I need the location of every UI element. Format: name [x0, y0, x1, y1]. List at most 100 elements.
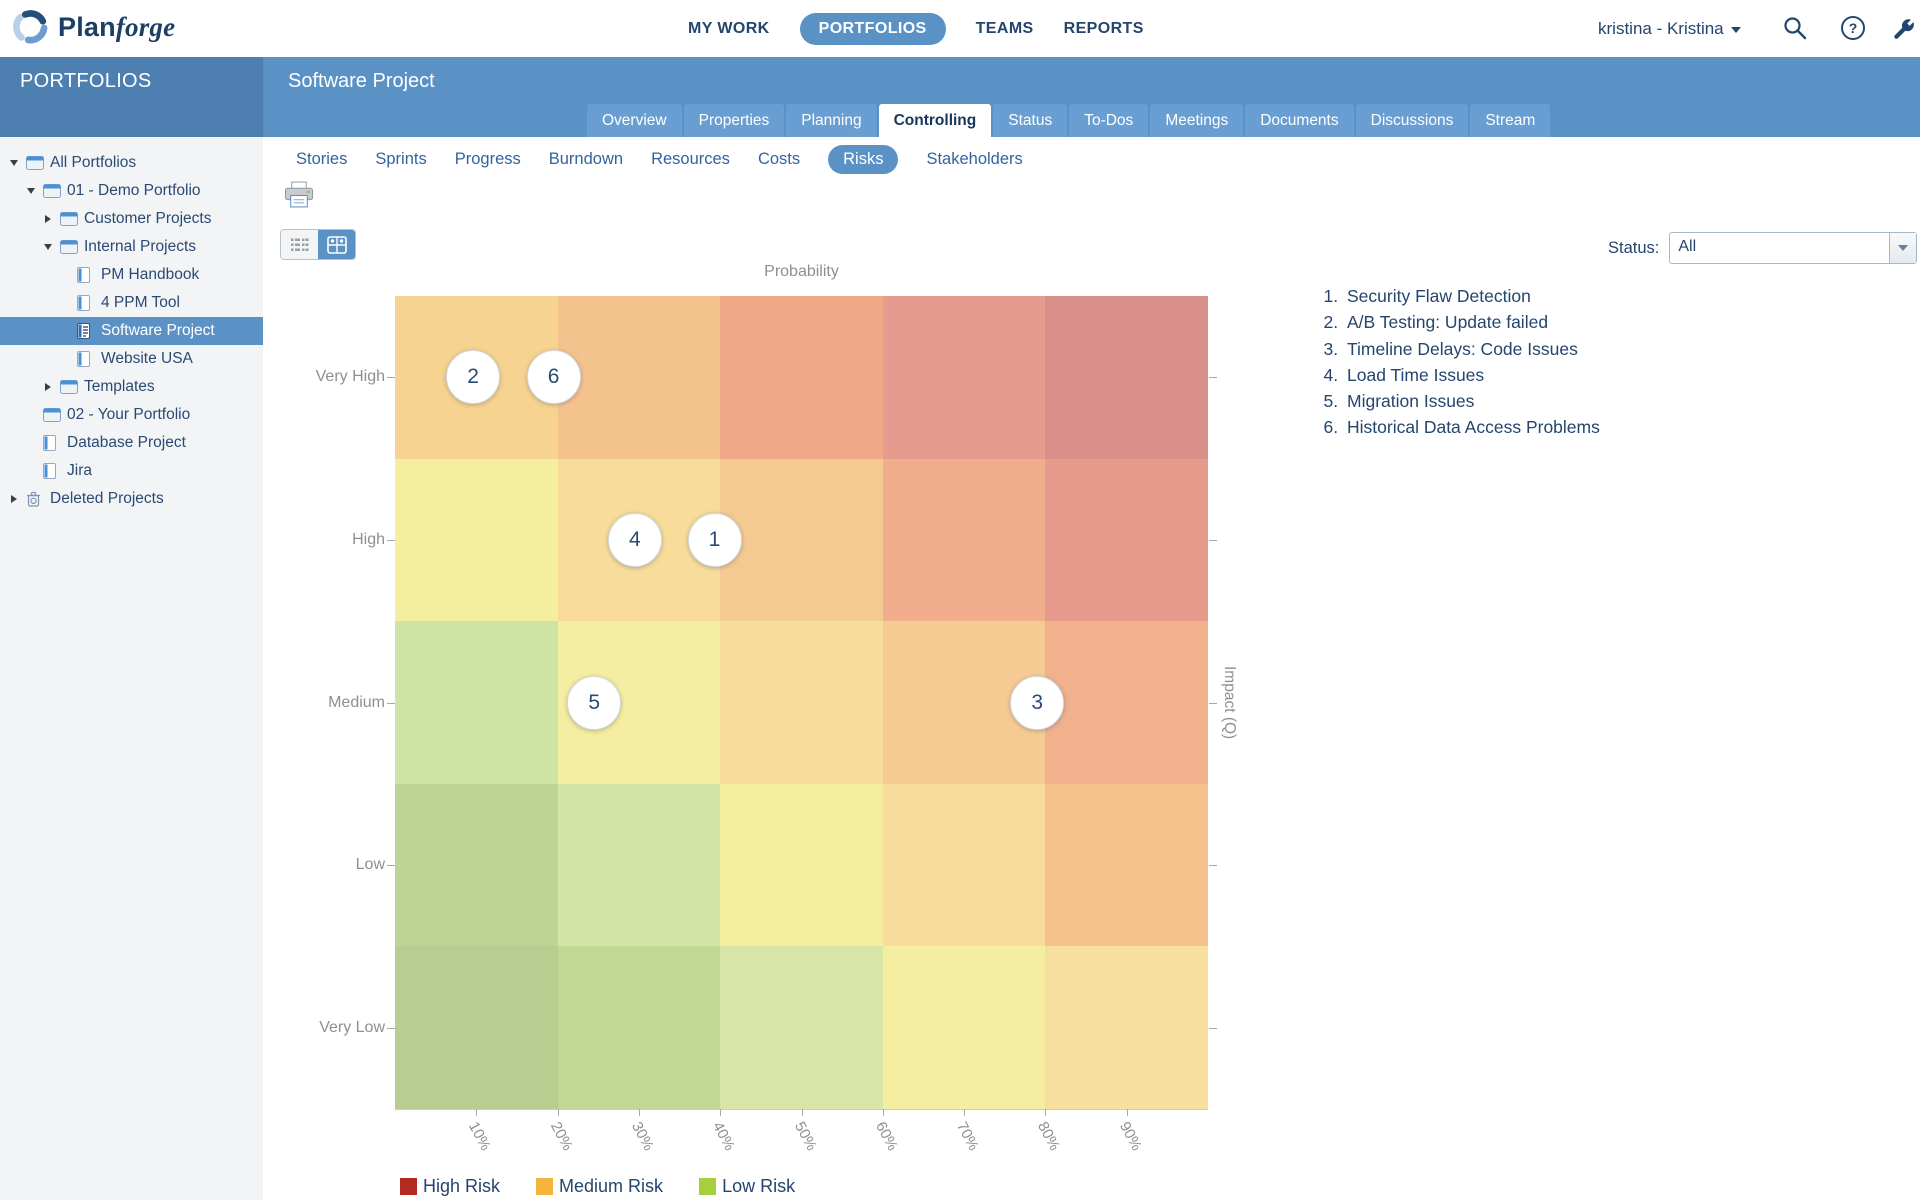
tree-item-label: Internal Projects	[84, 238, 196, 255]
list-view-button[interactable]	[281, 230, 318, 259]
sidebar-item-02-your-portfolio[interactable]: 02 - Your Portfolio	[0, 401, 263, 429]
legend-label: Medium Risk	[559, 1176, 664, 1196]
matrix-cell-r0c4	[1045, 296, 1208, 459]
risk-bubble-5[interactable]: 5	[567, 675, 622, 730]
tab-meetings[interactable]: Meetings	[1150, 104, 1244, 137]
risk-list-item[interactable]: Load Time Issues	[1343, 362, 1600, 388]
subtab-progress[interactable]: Progress	[454, 150, 521, 168]
tree-item-label: 02 - Your Portfolio	[67, 406, 191, 423]
matrix-cell-r4c2	[720, 946, 883, 1109]
tab-status[interactable]: Status	[993, 104, 1068, 137]
admin-tools-icon[interactable]	[1890, 15, 1916, 41]
nav-item-teams[interactable]: TEAMS	[975, 19, 1034, 37]
legend-item-low-risk: Low Risk	[699, 1176, 795, 1197]
sidebar-item-01-demo-portfolio[interactable]: 01 - Demo Portfolio	[0, 177, 263, 205]
tree-item-label: PM Handbook	[101, 266, 200, 283]
subtab-stakeholders[interactable]: Stakeholders	[926, 150, 1023, 168]
risk-legend: High Risk Medium Risk Low Risk	[400, 1176, 795, 1197]
subtab-sprints[interactable]: Sprints	[375, 150, 427, 168]
tree-expand-arrow-icon[interactable]	[25, 185, 37, 197]
project-icon	[43, 435, 56, 451]
planforge-logo[interactable]: Planforge	[12, 8, 175, 46]
sidebar-header: PORTFOLIOS	[0, 57, 263, 137]
search-icon[interactable]	[1782, 15, 1808, 41]
sidebar-item-pm-handbook[interactable]: PM Handbook	[0, 261, 263, 289]
matrix-cell-r3c0	[395, 783, 558, 947]
page-header-band: PORTFOLIOS Software Project Overview Prop…	[0, 57, 1920, 137]
risk-list-item[interactable]: Security Flaw Detection	[1343, 283, 1600, 309]
subtab-resources[interactable]: Resources	[651, 150, 730, 168]
user-name: kristina - Kristina	[1598, 18, 1724, 38]
tree-expand-arrow-icon[interactable]	[42, 241, 54, 253]
user-menu[interactable]: kristina - Kristina	[1598, 0, 1741, 57]
tab-controlling[interactable]: Controlling	[878, 104, 992, 137]
tab-to-dos[interactable]: To-Dos	[1069, 104, 1149, 137]
sidebar-item-deleted-projects[interactable]: Deleted Projects	[0, 485, 263, 513]
tree-collapse-arrow-icon[interactable]	[8, 493, 20, 505]
impact-tick-mark-right	[1209, 702, 1217, 704]
impact-tick-label: Medium	[328, 693, 385, 711]
subtab-burndown[interactable]: Burndown	[548, 150, 624, 168]
sidebar-item-website-usa[interactable]: Website USA	[0, 345, 263, 373]
impact-tick-mark-right	[1209, 377, 1217, 379]
view-toggle	[280, 229, 356, 260]
legend-swatch	[400, 1178, 417, 1195]
impact-tick-mark	[387, 377, 395, 379]
tree-item-label: Deleted Projects	[50, 490, 164, 507]
risk-list-item[interactable]: Historical Data Access Problems	[1343, 414, 1600, 440]
tab-properties[interactable]: Properties	[683, 104, 785, 137]
probability-tick-label: 40%	[709, 1119, 739, 1154]
risk-bubble-1[interactable]: 1	[687, 512, 742, 567]
tab-stream[interactable]: Stream	[1470, 104, 1551, 137]
subtab-risks[interactable]: Risks	[828, 145, 899, 174]
svg-text:?: ?	[1849, 20, 1858, 36]
tab-overview[interactable]: Overview	[587, 104, 682, 137]
nav-item-reports[interactable]: REPORTS	[1063, 19, 1144, 37]
legend-swatch	[699, 1178, 717, 1195]
sidebar-item-jira[interactable]: Jira	[0, 457, 263, 485]
tab-documents[interactable]: Documents	[1245, 104, 1354, 137]
probability-tick-mark	[964, 1109, 966, 1116]
print-icon[interactable]	[283, 181, 315, 209]
risk-list-item[interactable]: A/B Testing: Update failed	[1343, 309, 1600, 335]
status-select[interactable]: All	[1669, 232, 1918, 264]
probability-tick-mark	[801, 1109, 803, 1116]
probability-axis-title: Probability	[764, 263, 839, 280]
sidebar-item-database-project[interactable]: Database Project	[0, 429, 263, 457]
matrix-cell-r4c1	[557, 946, 721, 1109]
sidebar-header-title: PORTFOLIOS	[20, 70, 152, 92]
impact-tick-mark	[387, 865, 395, 867]
nav-item-portfolios[interactable]: PORTFOLIOS	[799, 12, 946, 45]
project-icon	[43, 463, 56, 479]
status-select-arrow[interactable]	[1889, 233, 1917, 263]
sidebar-item-all-portfolios[interactable]: All Portfolios	[0, 149, 263, 177]
legend-label: Low Risk	[722, 1176, 796, 1196]
sidebar-item-software-project[interactable]: Software Project	[0, 317, 263, 345]
risk-bubble-6[interactable]: 6	[526, 350, 581, 405]
risk-bubble-4[interactable]: 4	[607, 512, 662, 567]
help-icon[interactable]: ?	[1840, 15, 1866, 41]
risk-list-item[interactable]: Migration Issues	[1343, 388, 1600, 414]
project-active-icon	[77, 323, 90, 339]
subtab-stories[interactable]: Stories	[296, 150, 348, 168]
tab-discussions[interactable]: Discussions	[1355, 104, 1469, 137]
tree-collapse-arrow-icon[interactable]	[42, 381, 54, 393]
tree-item-label: Templates	[84, 378, 155, 395]
risk-bubble-3[interactable]: 3	[1010, 675, 1065, 730]
folder-icon	[43, 408, 61, 422]
matrix-view-button[interactable]	[318, 230, 355, 259]
sidebar-item-templates[interactable]: Templates	[0, 373, 263, 401]
nav-item-my-work[interactable]: MY WORK	[688, 19, 770, 37]
tab-planning[interactable]: Planning	[786, 104, 877, 137]
risk-bubble-2[interactable]: 2	[446, 350, 501, 405]
risk-list-item[interactable]: Timeline Delays: Code Issues	[1343, 336, 1600, 362]
subtab-costs[interactable]: Costs	[757, 150, 801, 168]
tree-expand-arrow-icon[interactable]	[8, 157, 20, 169]
matrix-cell-r1c3	[882, 458, 1046, 622]
sidebar-item-4-ppm-tool[interactable]: 4 PPM Tool	[0, 289, 263, 317]
portfolio-sidebar: All Portfolios 01 - Demo Portfolio Custome…	[0, 137, 263, 1200]
probability-tick-mark	[557, 1109, 559, 1116]
sidebar-item-customer-projects[interactable]: Customer Projects	[0, 205, 263, 233]
tree-collapse-arrow-icon[interactable]	[42, 213, 54, 225]
sidebar-item-internal-projects[interactable]: Internal Projects	[0, 233, 263, 261]
